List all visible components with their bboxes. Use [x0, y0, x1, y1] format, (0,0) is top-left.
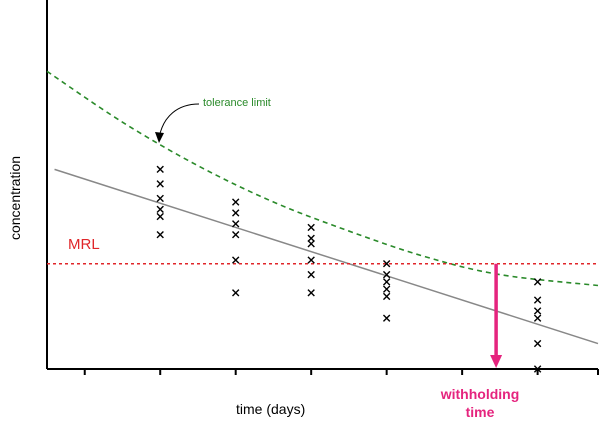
data-point-stroke [533, 296, 542, 304]
data-point [156, 230, 164, 239]
data-point [307, 240, 315, 248]
tolerance-limit-curve [46, 70, 599, 287]
data-point [307, 289, 315, 297]
data-point [382, 285, 391, 293]
data-point [382, 260, 391, 268]
withholding-group [490, 263, 503, 368]
data-point-stroke [382, 260, 391, 268]
data-point-stroke [156, 194, 164, 203]
data-point [533, 365, 542, 373]
regression-line [54, 168, 599, 345]
tolerance-callout-arrowhead [155, 132, 164, 143]
data-point [382, 270, 391, 279]
data-point-stroke [232, 198, 240, 206]
data-point-stroke [382, 270, 391, 279]
data-point-stroke [307, 234, 315, 243]
data-point-stroke [232, 209, 240, 217]
tolerance-callout-line [158, 103, 200, 139]
data-point-stroke [156, 205, 164, 213]
y-axis-label: concentration [7, 155, 23, 241]
regression-group [54, 168, 599, 345]
data-point [307, 223, 315, 232]
data-point [232, 230, 240, 239]
data-point [382, 314, 391, 322]
data-point-stroke [533, 365, 542, 373]
data-point-stroke [307, 289, 315, 297]
data-point-stroke [156, 212, 164, 221]
data-point [156, 212, 164, 221]
data-point [232, 289, 240, 297]
data-point-stroke [232, 220, 240, 228]
data-point [156, 180, 164, 188]
data-point-stroke [307, 240, 315, 248]
data-point [533, 307, 542, 315]
data-point [307, 270, 315, 279]
withholding-time-label: withholding time [440, 386, 520, 420]
data-point [156, 205, 164, 213]
data-point-stroke [382, 292, 391, 301]
data-point-stroke [307, 270, 315, 279]
data-point [533, 339, 542, 348]
data-point-stroke [232, 289, 240, 297]
data-point-stroke [382, 285, 391, 293]
data-point [156, 194, 164, 203]
data-point [307, 234, 315, 243]
data-point-stroke [156, 180, 164, 188]
data-point [533, 278, 542, 286]
data-point [232, 220, 240, 228]
data-point [232, 256, 240, 264]
mrl-label: MRL [68, 236, 100, 253]
data-point-stroke [533, 339, 542, 348]
data-point-stroke [533, 307, 542, 315]
data-point-stroke [156, 230, 164, 239]
data-point [382, 292, 391, 301]
data-point-stroke [156, 165, 164, 174]
data-point-stroke [382, 314, 391, 322]
data-point [232, 209, 240, 217]
x-axis-label: time (days) [236, 401, 306, 417]
data-point-stroke [307, 223, 315, 232]
data-point-stroke [232, 256, 240, 264]
points-group [156, 165, 542, 373]
data-point-stroke [533, 314, 542, 322]
data-point-stroke [533, 278, 542, 286]
data-point [533, 314, 542, 322]
data-point [382, 278, 391, 286]
axes [46, 0, 599, 375]
withholding-arrow-head [490, 355, 503, 368]
tolerance-limit-label: tolerance limit [203, 97, 271, 109]
data-point [156, 165, 164, 174]
data-point-stroke [232, 230, 240, 239]
tolerance-limit-group [46, 70, 599, 287]
data-point [307, 256, 315, 264]
data-point [232, 198, 240, 206]
data-point-stroke [382, 278, 391, 286]
data-point-stroke [307, 256, 315, 264]
data-point [533, 296, 542, 304]
